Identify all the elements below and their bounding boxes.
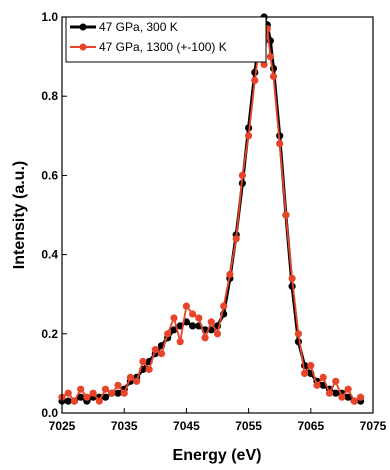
x-tick-label: 7075	[360, 419, 387, 433]
y-tick-label: 0.2	[41, 327, 58, 341]
legend-swatch-marker-1	[79, 23, 87, 31]
legend-item-2: 47 GPa, 1300 (+-100) K	[70, 40, 227, 54]
data-point	[251, 76, 259, 84]
data-point	[282, 211, 290, 219]
data-point	[70, 397, 78, 405]
x-tick-label: 7045	[173, 419, 200, 433]
data-point	[332, 389, 340, 397]
data-point	[95, 397, 103, 405]
data-point	[269, 72, 278, 80]
data-point	[164, 330, 172, 338]
series-line-2	[61, 27, 362, 403]
data-point	[83, 393, 91, 401]
y-tick-label: 0.0	[41, 406, 58, 420]
data-point	[260, 60, 268, 69]
data-point	[170, 314, 178, 322]
plot-frame	[61, 16, 374, 414]
data-point	[226, 270, 234, 278]
data-point	[307, 361, 315, 370]
y-axis-label: Intensity (a.u.)	[11, 161, 28, 269]
data-point	[151, 346, 159, 354]
data-point	[189, 322, 197, 330]
data-point	[313, 381, 321, 389]
data-point	[145, 365, 153, 373]
series-1	[58, 13, 365, 405]
data-point	[207, 318, 215, 326]
data-point	[89, 389, 97, 397]
legend-swatch-marker-2	[79, 43, 87, 51]
data-point	[133, 377, 141, 385]
legend-box	[65, 16, 267, 63]
data-point	[276, 140, 284, 148]
data-point	[182, 302, 190, 310]
data-point	[220, 302, 228, 310]
data-point	[350, 397, 358, 405]
y-tick-label: 0.6	[41, 168, 58, 182]
y-tick-label: 0.4	[41, 248, 58, 262]
legend-item-1: 47 GPa, 300 K	[70, 20, 178, 34]
legend-label-2: 47 GPa, 1300 (+-100) K	[99, 40, 227, 54]
data-point	[101, 385, 110, 393]
series-2	[58, 25, 365, 405]
data-point	[294, 330, 302, 338]
data-point	[101, 393, 110, 401]
data-point	[64, 397, 72, 405]
series-line-1	[62, 15, 361, 403]
y-axis-ticks: 0.0 0.2 0.4 0.6 0.8 1.0	[41, 10, 67, 420]
data-point	[114, 389, 122, 397]
data-point	[195, 314, 203, 322]
data-point	[338, 393, 346, 401]
data-point	[213, 330, 222, 338]
x-tick-label: 7055	[235, 419, 262, 433]
data-point	[139, 357, 147, 366]
x-axis-label: Energy (eV)	[173, 447, 262, 464]
data-point	[319, 373, 327, 381]
data-point	[357, 393, 365, 401]
data-point	[344, 393, 352, 401]
data-point	[157, 350, 166, 358]
data-point	[77, 385, 85, 393]
x-tick-label: 7025	[49, 419, 76, 433]
data-point	[332, 377, 340, 385]
x-tick-label: 7035	[111, 419, 138, 433]
legend-label-1: 47 GPa, 300 K	[99, 20, 178, 34]
data-point	[120, 389, 128, 397]
x-tick-label: 7065	[297, 419, 324, 433]
data-point	[108, 389, 116, 397]
data-point	[201, 334, 209, 342]
x-axis-ticks: 7025 7035 7045 7055 7065 7075	[49, 408, 387, 433]
y-tick-label: 0.8	[41, 89, 58, 103]
data-point	[288, 274, 296, 282]
data-point	[176, 338, 184, 346]
data-point	[325, 389, 334, 397]
data-point	[344, 385, 352, 393]
data-point	[77, 393, 85, 401]
data-point	[189, 310, 197, 318]
data-point	[114, 381, 122, 389]
data-point	[232, 235, 240, 243]
data-point	[238, 171, 246, 179]
series-layer	[58, 13, 365, 405]
data-point	[245, 132, 253, 140]
data-point	[301, 369, 309, 377]
data-point	[266, 53, 274, 61]
y-tick-label: 1.0	[41, 10, 58, 24]
legend: 47 GPa, 300 K 47 GPa, 1300 (+-100) K	[65, 16, 267, 63]
data-point	[126, 373, 134, 381]
data-point	[64, 389, 72, 397]
